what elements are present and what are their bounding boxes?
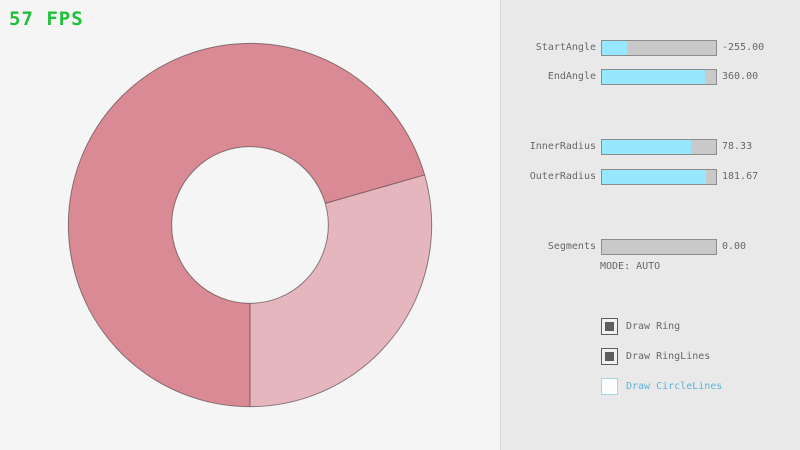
end-angle-slider-fill (602, 70, 705, 84)
end-angle-value: 360.00 (722, 71, 759, 82)
fps-counter: 57 FPS (9, 8, 84, 30)
end-angle-slider[interactable] (601, 69, 717, 85)
segments-value: 0.00 (722, 241, 747, 252)
draw-circle-lines-checkbox-row: Draw CircleLines (601, 378, 800, 395)
inner-radius-slider-fill (602, 140, 692, 154)
draw-ring-checkbox[interactable] (601, 318, 618, 335)
outer-radius-label: OuterRadius (529, 171, 596, 182)
segments-slider[interactable] (601, 239, 717, 255)
inner-radius-label: InnerRadius (529, 141, 596, 152)
control-panel: StartAngle -255.00 EndAngle 360.00 Inner… (500, 0, 800, 450)
start-angle-value: -255.00 (722, 42, 765, 53)
segments-label: Segments (547, 241, 596, 252)
end-angle-label: EndAngle (547, 71, 596, 82)
draw-ring-lines-checkbox[interactable] (601, 348, 618, 365)
draw-ring-lines-label: Draw RingLines (626, 351, 711, 362)
outer-radius-value: 181.67 (722, 171, 759, 182)
draw-ring-checkbox-row: Draw Ring (601, 318, 800, 335)
start-angle-label: StartAngle (535, 42, 596, 53)
slider-row-outer-radius: OuterRadius 181.67 (501, 169, 800, 185)
inner-radius-value: 78.33 (722, 141, 753, 152)
start-angle-slider-fill (602, 41, 627, 55)
ring-chart (67, 42, 433, 408)
outer-radius-slider-fill (602, 170, 706, 184)
draw-circle-lines-checkbox[interactable] (601, 378, 618, 395)
start-angle-slider[interactable] (601, 40, 717, 56)
slider-row-end-angle: EndAngle 360.00 (501, 69, 800, 85)
slider-row-inner-radius: InnerRadius 78.33 (501, 139, 800, 155)
draw-circle-lines-label: Draw CircleLines (626, 381, 723, 392)
inner-radius-slider[interactable] (601, 139, 717, 155)
outer-radius-slider[interactable] (601, 169, 717, 185)
draw-ring-label: Draw Ring (626, 321, 681, 332)
slider-row-segments: Segments 0.00 (501, 239, 800, 255)
slider-row-start-angle: StartAngle -255.00 (501, 40, 800, 56)
draw-ring-lines-checkbox-row: Draw RingLines (601, 348, 800, 365)
segments-mode-label: MODE: AUTO (600, 261, 661, 272)
